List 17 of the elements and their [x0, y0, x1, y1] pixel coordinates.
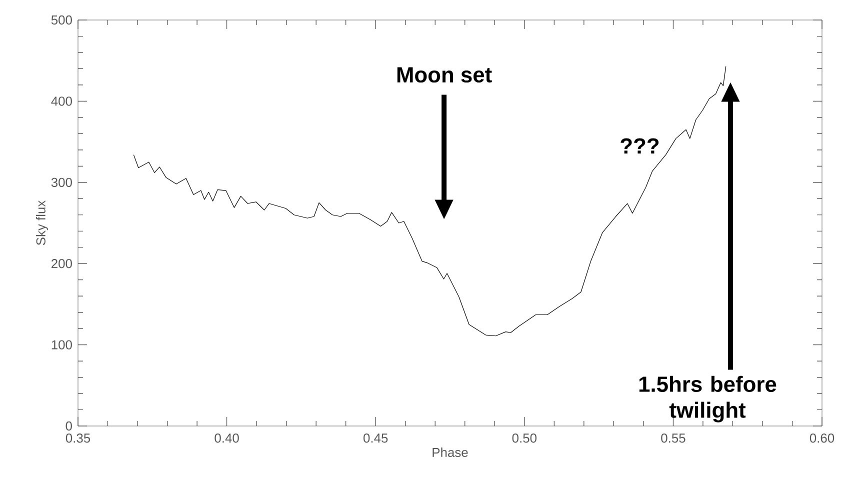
annotation: Moon set [397, 67, 492, 83]
x-tick-label: 0.35 [66, 434, 90, 443]
annotation: ??? [620, 138, 659, 154]
y-tick-label: 100 [52, 340, 72, 350]
y-axis-title: Sky flux [36, 200, 48, 246]
x-axis-title: Phase [432, 448, 468, 458]
y-tick-label: 300 [51, 178, 72, 187]
y-tick-label: 500 [51, 15, 72, 25]
y-tick-label: 400 [51, 96, 72, 106]
y-tick-label: 200 [52, 259, 72, 268]
x-tick-label: 0.45 [364, 434, 388, 443]
y-tick-label: 0 [66, 421, 72, 431]
x-tick-label: 0.40 [214, 434, 239, 443]
x-tick-label: 0.60 [810, 434, 834, 443]
x-tick-label: 0.55 [661, 434, 686, 443]
annotation: 1.5hrs before twilight [639, 376, 776, 422]
x-tick-label: 0.50 [512, 434, 537, 443]
